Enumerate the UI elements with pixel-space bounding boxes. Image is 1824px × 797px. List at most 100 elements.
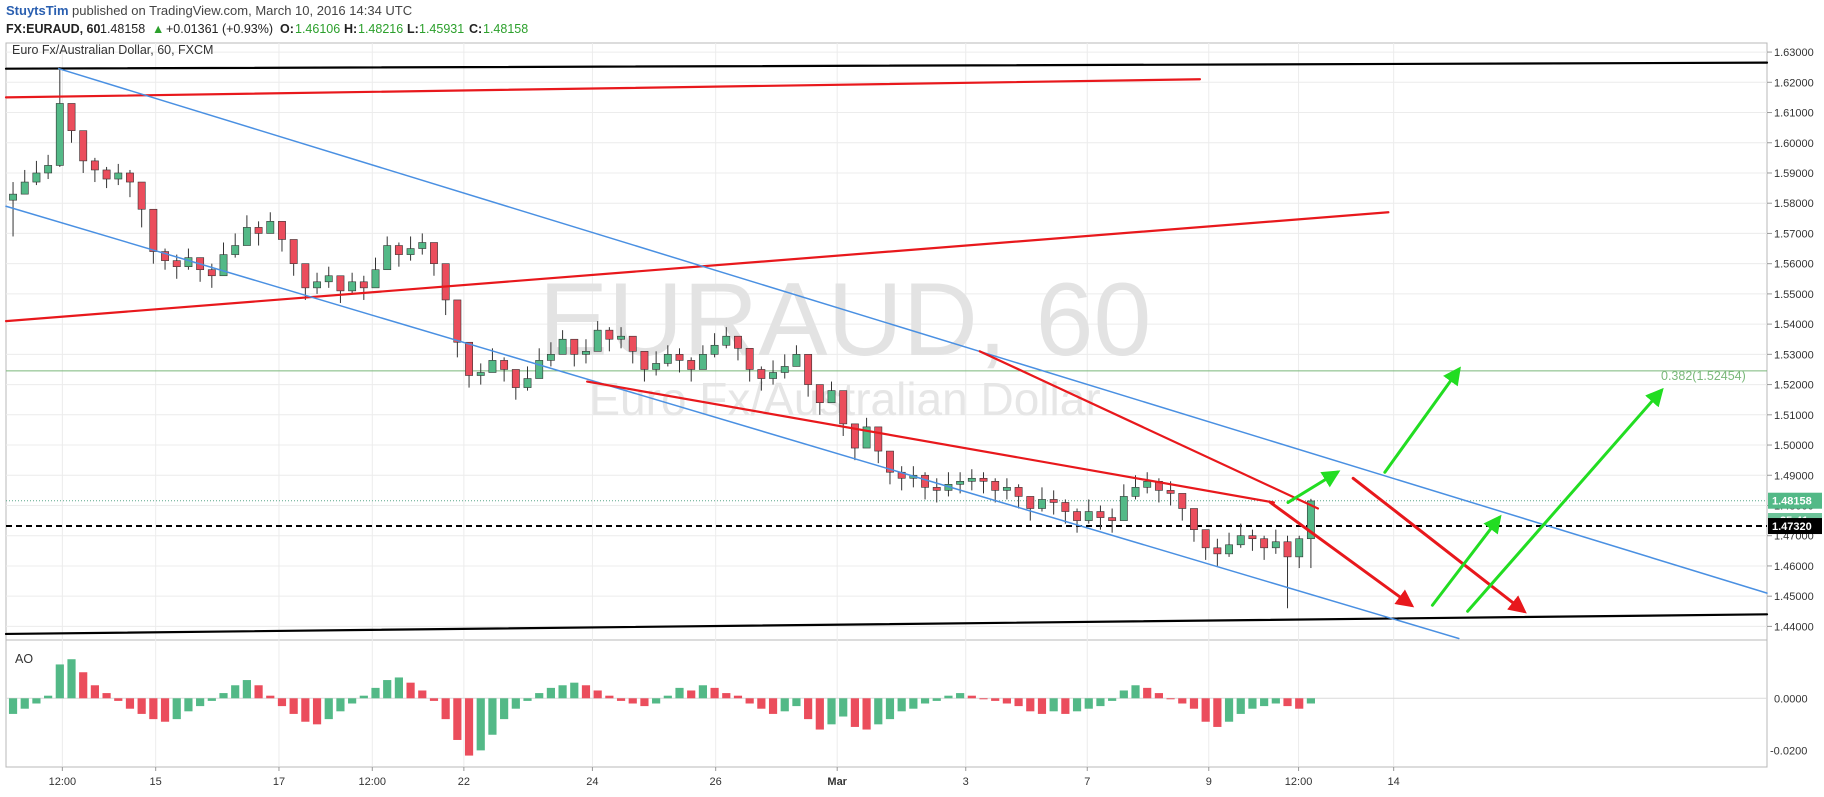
ticker-change: +0.01361 (+0.93%)	[166, 22, 273, 36]
candle	[523, 366, 532, 391]
candle	[734, 335, 742, 361]
ao-bar	[1084, 698, 1093, 709]
candle-body	[207, 269, 216, 277]
candle-body	[348, 281, 357, 292]
candle	[20, 169, 29, 195]
candle-body	[488, 360, 497, 373]
ao-bar	[394, 677, 403, 699]
time-axis[interactable]: 12:00 15 17 12:00 22 24 26 Mar 3 7 9 12:00 14	[49, 767, 1400, 788]
ao-bar	[1026, 698, 1035, 712]
candle	[1014, 484, 1023, 509]
red-arrow[interactable]	[1268, 500, 1415, 608]
candle-body	[313, 281, 321, 289]
candle-body	[1166, 490, 1175, 494]
candle	[441, 263, 450, 316]
ao-bar	[277, 698, 287, 707]
ao-bar	[160, 698, 170, 722]
green-arrow[interactable]	[1383, 366, 1461, 474]
candle	[1295, 535, 1304, 569]
ao-bar	[663, 695, 672, 699]
green-arrow[interactable]	[1466, 387, 1664, 613]
ao-bar	[570, 682, 579, 699]
time-tick-label: 12:00	[49, 776, 77, 788]
level-price-badge: 1.47320	[1768, 518, 1822, 535]
candle	[313, 272, 321, 294]
pane-title: Euro Fx/Australian Dollar, 60, FXCM	[12, 43, 213, 57]
trend-drawings[interactable]	[4, 61, 1769, 640]
ao-bar	[944, 695, 953, 699]
ao-bar	[67, 659, 76, 699]
candle	[1084, 499, 1093, 524]
ao-bar	[196, 698, 205, 707]
green-arrow[interactable]	[1286, 470, 1341, 504]
price-axis[interactable]: 1.63000 1.62000 1.61000 1.60000 1.59000 1.580…	[1767, 47, 1814, 633]
candlestick-series	[9, 67, 1315, 609]
price-tick-label: 1.60000	[1774, 138, 1814, 150]
candle-body	[1073, 511, 1081, 521]
ao-bar	[79, 672, 88, 699]
candle-body	[90, 160, 99, 171]
candle	[780, 354, 789, 379]
blue-trendline[interactable]	[5, 205, 1460, 640]
ao-bar	[652, 698, 661, 704]
red-trendline[interactable]	[4, 78, 1202, 99]
candle-body	[886, 450, 894, 473]
ao-bar	[956, 693, 965, 699]
ao-bar	[301, 698, 310, 722]
candle-body	[418, 242, 427, 249]
candle	[219, 242, 228, 277]
time-tick-label: 24	[586, 776, 598, 788]
candle	[453, 299, 462, 358]
red-trendline[interactable]	[4, 211, 1390, 323]
candle-body	[1178, 493, 1187, 509]
blue-trendline[interactable]	[58, 67, 1768, 594]
candle-body	[769, 372, 777, 379]
price-tick-label: 1.54000	[1774, 319, 1814, 331]
ao-bar	[359, 695, 368, 699]
red-trendline[interactable]	[978, 350, 1320, 510]
candle-body	[394, 245, 403, 255]
candle-body	[55, 103, 64, 166]
candle-body	[862, 426, 871, 449]
ao-bar	[336, 698, 345, 712]
candle-body	[465, 341, 473, 376]
candle-body	[663, 354, 672, 364]
ao-bar	[710, 687, 719, 699]
ao-bar	[897, 698, 906, 712]
ao-bar	[745, 698, 754, 704]
candle-body	[289, 239, 298, 264]
red-arrow[interactable]	[1351, 476, 1527, 614]
candle	[336, 275, 345, 303]
candle-body	[9, 193, 17, 201]
green-arrow[interactable]	[1430, 514, 1502, 607]
time-tick-label: 15	[150, 776, 162, 788]
candle-body	[698, 354, 707, 370]
black-trendline[interactable]	[4, 61, 1769, 70]
time-tick-label: 9	[1206, 776, 1212, 788]
red-trendline[interactable]	[586, 380, 1276, 504]
ao-bar	[1131, 685, 1140, 699]
candle	[1119, 484, 1128, 521]
candle	[558, 330, 567, 355]
black-trendline[interactable]	[4, 613, 1769, 636]
ao-bar	[1037, 698, 1047, 714]
candle-body	[1271, 541, 1280, 549]
ao-bar	[1143, 687, 1152, 699]
candle-body	[301, 263, 310, 289]
candle	[1026, 496, 1035, 521]
ao-bar	[1201, 698, 1210, 722]
candle-body	[850, 423, 859, 449]
ao-label[interactable]: AO	[15, 652, 33, 666]
candle	[55, 67, 64, 167]
ao-bar	[114, 698, 123, 701]
ao-bar	[733, 695, 743, 699]
candle	[886, 450, 894, 485]
candle-body	[242, 227, 251, 246]
ao-axis[interactable]: 0.0000 -0.0200	[1770, 693, 1808, 757]
candle-body	[956, 481, 965, 485]
author-name[interactable]: StuytsTim	[6, 3, 69, 18]
candle	[687, 357, 696, 382]
candle-body	[114, 172, 123, 180]
candle	[1178, 493, 1187, 521]
price-tick-label: 1.51000	[1774, 410, 1814, 422]
